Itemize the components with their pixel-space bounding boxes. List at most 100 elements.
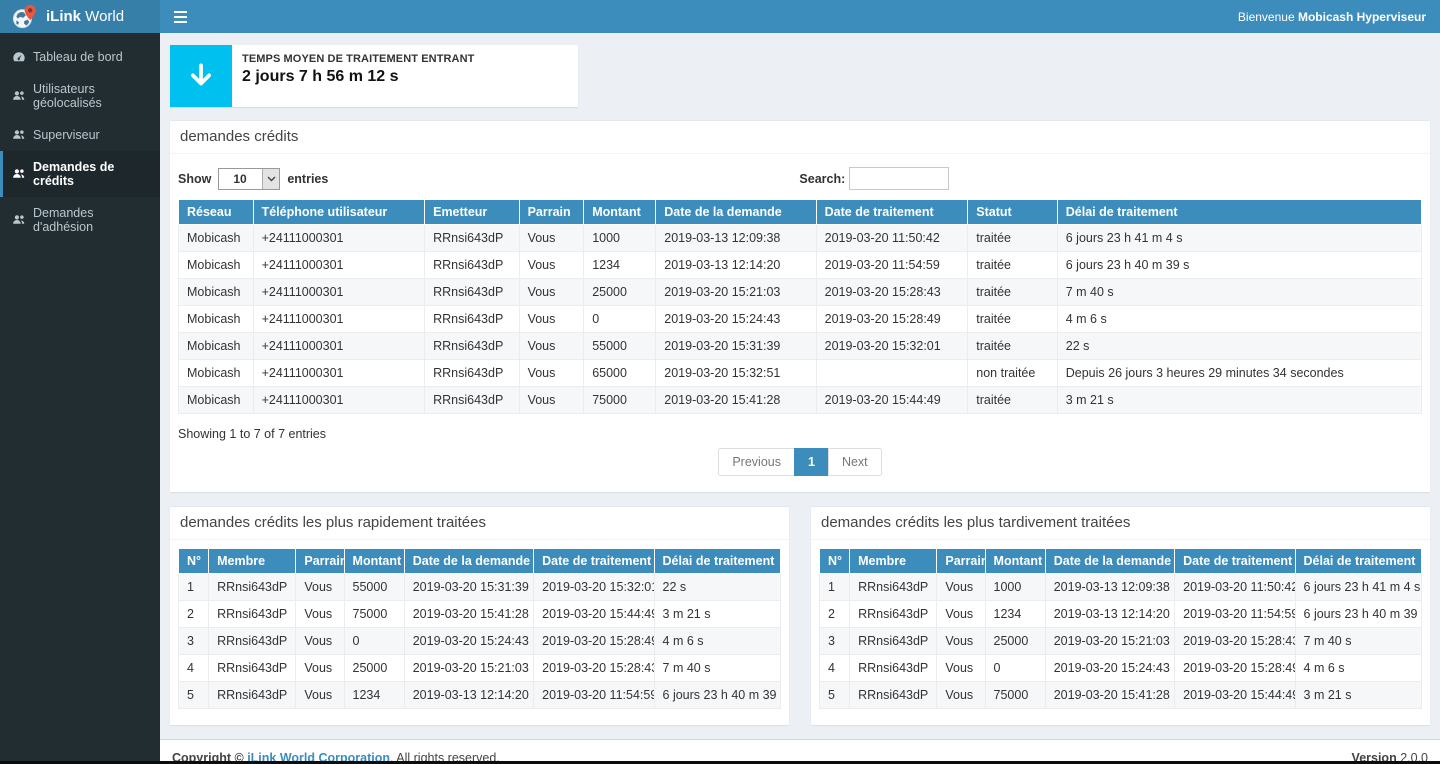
column-header[interactable]: Montant — [985, 549, 1045, 574]
table-cell: 1000 — [985, 574, 1045, 601]
next-page-button[interactable]: Next — [828, 448, 882, 476]
column-header[interactable]: Date de traitement — [816, 200, 968, 225]
column-header[interactable]: Statut — [968, 200, 1057, 225]
table-cell: 5 — [820, 682, 850, 709]
table-cell: 2019-03-20 15:32:51 — [656, 360, 816, 387]
table-cell: Mobicash — [179, 306, 254, 333]
latest-table: N°MembreParrainMontantDate de la demande… — [819, 548, 1422, 709]
table-cell: +24111000301 — [253, 279, 425, 306]
table-cell: 2019-03-20 15:24:43 — [1045, 655, 1174, 682]
table-cell: 2 — [820, 601, 850, 628]
brand-name-bold: iLink — [46, 8, 81, 25]
previous-page-button[interactable]: Previous — [718, 448, 795, 476]
table-cell: 2019-03-13 12:09:38 — [1045, 574, 1174, 601]
column-header[interactable]: Réseau — [179, 200, 254, 225]
welcome-prefix: Bienvenue — [1238, 10, 1298, 24]
table-cell: 2019-03-20 15:21:03 — [1045, 628, 1174, 655]
sidebar-item-label: Superviseur — [33, 128, 100, 142]
table-cell: traitée — [968, 387, 1057, 414]
table-cell: Mobicash — [179, 387, 254, 414]
credits-table-body: Mobicash+24111000301RRnsi643dPVous100020… — [179, 225, 1422, 414]
sidebar-item-label: Utilisateurs géolocalisés — [33, 82, 152, 110]
column-header[interactable]: Date de la demande — [1045, 549, 1174, 574]
table-cell: RRnsi643dP — [209, 628, 296, 655]
hamburger-icon[interactable] — [160, 0, 200, 33]
table-cell: 2019-03-20 11:54:59 — [816, 252, 968, 279]
table-cell: 2019-03-20 15:21:03 — [656, 279, 816, 306]
column-header[interactable]: N° — [820, 549, 850, 574]
app-window: iLink World Tableau de bord Utilis — [0, 0, 1440, 764]
sidebar-item-label: Demandes de crédits — [33, 160, 152, 188]
table-cell: RRnsi643dP — [425, 279, 519, 306]
table-row: Mobicash+24111000301RRnsi643dPVous750002… — [179, 387, 1422, 414]
main-area: Bienvenue Mobicash Hyperviseur TEMPS MOY… — [160, 0, 1440, 764]
sidebar: iLink World Tableau de bord Utilis — [0, 0, 160, 764]
table-cell: 2019-03-20 11:54:59 — [534, 682, 654, 709]
table-cell: +24111000301 — [253, 225, 425, 252]
table-cell: 2019-03-20 15:28:43 — [1175, 628, 1295, 655]
column-header[interactable]: Parrain — [937, 549, 985, 574]
header-row: N°MembreParrainMontantDate de la demande… — [820, 549, 1422, 574]
column-header[interactable]: Emetteur — [425, 200, 519, 225]
table-cell: 22 s — [654, 574, 780, 601]
table-cell: Vous — [519, 306, 584, 333]
table-cell: traitée — [968, 306, 1057, 333]
table-cell: Vous — [937, 682, 985, 709]
table-cell: 1000 — [584, 225, 656, 252]
table-cell: 6 jours 23 h 41 m 4 s — [1057, 225, 1421, 252]
table-row: Mobicash+24111000301RRnsi643dPVous250002… — [179, 279, 1422, 306]
table-cell: 7 m 40 s — [654, 655, 780, 682]
column-header[interactable]: Montant — [584, 200, 656, 225]
table-cell: 3 m 21 s — [1057, 387, 1421, 414]
brand-logo[interactable]: iLink World — [0, 0, 160, 33]
table-cell: 2019-03-20 15:41:28 — [1045, 682, 1174, 709]
column-header[interactable]: Délai de traitement — [1295, 549, 1421, 574]
table-cell: 4 m 6 s — [1295, 655, 1421, 682]
column-header[interactable]: Parrain — [296, 549, 344, 574]
sidebar-item-tableau-de-bord[interactable]: Tableau de bord — [0, 41, 160, 73]
table-cell: RRnsi643dP — [425, 333, 519, 360]
welcome-message: Bienvenue Mobicash Hyperviseur — [1238, 10, 1440, 24]
table-row: Mobicash+24111000301RRnsi643dPVous100020… — [179, 225, 1422, 252]
column-header[interactable]: Membre — [209, 549, 296, 574]
page-size-select[interactable]: 10 — [218, 168, 280, 190]
table-cell: Vous — [519, 225, 584, 252]
table-row: Mobicash+24111000301RRnsi643dPVous550002… — [179, 333, 1422, 360]
table-cell: 1234 — [985, 601, 1045, 628]
panel-title: demandes crédits — [170, 121, 1430, 154]
column-header[interactable]: Délai de traitement — [1057, 200, 1421, 225]
column-header[interactable]: Date de la demande — [404, 549, 533, 574]
sidebar-item-superviseur[interactable]: Superviseur — [0, 119, 160, 151]
column-header[interactable]: N° — [179, 549, 209, 574]
column-header[interactable]: Délai de traitement — [654, 549, 780, 574]
table-cell: 2019-03-20 11:54:59 — [1175, 601, 1295, 628]
table-cell: 2019-03-20 15:44:49 — [1175, 682, 1295, 709]
column-header[interactable]: Date de la demande — [656, 200, 816, 225]
table-cell: 2019-03-20 15:21:03 — [404, 655, 533, 682]
table-cell: Vous — [296, 682, 344, 709]
sidebar-item-demandes-adhesion[interactable]: Demandes d'adhésion — [0, 197, 160, 243]
column-header[interactable]: Téléphone utilisateur — [253, 200, 425, 225]
table-cell — [816, 360, 968, 387]
page-1-button[interactable]: 1 — [794, 448, 829, 476]
sidebar-item-demandes-de-credits[interactable]: Demandes de crédits — [0, 151, 160, 197]
stat-card-temps-moyen: TEMPS MOYEN DE TRAITEMENT ENTRANT 2 jour… — [170, 45, 578, 107]
table-cell: 1234 — [344, 682, 404, 709]
column-header[interactable]: Parrain — [519, 200, 584, 225]
column-header[interactable]: Date de traitement — [534, 549, 654, 574]
table-cell: 22 s — [1057, 333, 1421, 360]
table-cell: 2019-03-20 15:32:01 — [816, 333, 968, 360]
column-header[interactable]: Date de traitement — [1175, 549, 1295, 574]
header-row: N°MembreParrainMontantDate de la demande… — [179, 549, 781, 574]
table-cell: RRnsi643dP — [850, 655, 937, 682]
column-header[interactable]: Membre — [850, 549, 937, 574]
column-header[interactable]: Montant — [344, 549, 404, 574]
sidebar-item-utilisateurs-geolocalises[interactable]: Utilisateurs géolocalisés — [0, 73, 160, 119]
table-cell: RRnsi643dP — [209, 574, 296, 601]
table-row: 2RRnsi643dPVous750002019-03-20 15:41:282… — [179, 601, 781, 628]
table-cell: 2019-03-20 15:24:43 — [404, 628, 533, 655]
table-row: 1RRnsi643dPVous550002019-03-20 15:31:392… — [179, 574, 781, 601]
search-input[interactable] — [849, 167, 949, 190]
table-cell: 2019-03-20 15:41:28 — [404, 601, 533, 628]
table-row: 1RRnsi643dPVous10002019-03-13 12:09:3820… — [820, 574, 1422, 601]
